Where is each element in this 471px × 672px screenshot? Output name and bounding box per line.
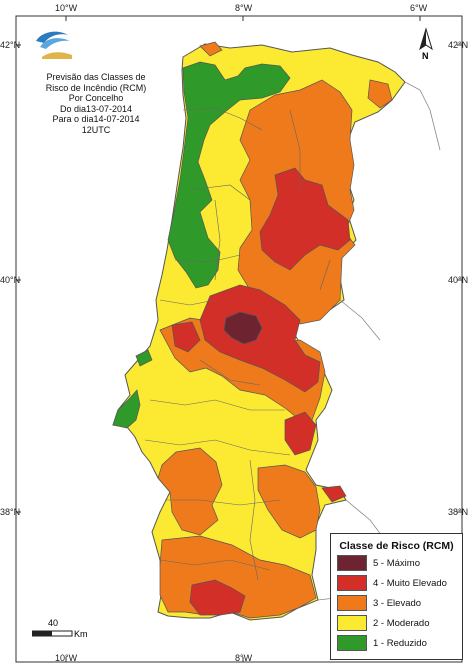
title-line-2: Risco de Incêndio (RCM) [45,82,147,93]
tick-left-38n: 38°N [0,507,21,517]
tick-left-42n: 42°N [0,40,21,50]
legend-title: Classe de Risco (RCM) [339,540,454,552]
legend-swatch [337,615,367,631]
title-line-3: Por Concelho [68,93,124,103]
region-elevado-north-small [199,41,223,57]
legend-item-reduzido: 1 - Reduzido [337,634,462,652]
title-line-5: Para o dia14-07-2014 [52,114,140,124]
region-muito-elevado-north [259,167,351,271]
tick-top-10w: 10°W [55,3,78,13]
north-label: N [422,51,429,61]
region-reduzido-small [135,349,153,367]
region-reduzido-northwest [167,61,291,289]
scale-unit: Km [74,629,88,639]
ipma-logo [36,31,72,59]
tick-left-40n: 40°N [0,275,21,285]
region-muito-elevado-east-small [321,485,347,503]
region-elevado-northeast [367,79,393,109]
title-line-1: Previsão das Classes de [46,72,146,82]
title-line-6: 12UTC [81,124,111,135]
region-muito-elevado-alentejo [284,411,317,456]
tick-right-38n: 38°N [448,507,469,517]
region-elevado-east-alentejo [257,464,321,539]
tick-right-42n: 42°N [448,40,469,50]
legend-item-muito-elevado: 4 - Muito Elevado [337,574,462,592]
scale-label: 40 [48,618,59,628]
legend-swatch [337,575,367,591]
legend-item-elevado: 3 - Elevado [337,594,462,612]
legend-label: 5 - Máximo [373,557,420,569]
region-reduzido-west [112,389,141,429]
legend-swatch [337,555,367,571]
tick-top-8w: 8°W [235,3,253,13]
region-maximo [223,311,263,345]
region-elevado-alentejo [157,447,223,536]
map-title: Previsão das Classes de Risco de Incêndi… [16,72,176,135]
graticule-ticks [16,16,462,662]
legend: Classe de Risco (RCM) 5 - Máximo 4 - Mui… [330,533,463,660]
legend-label: 2 - Moderado [373,617,430,629]
legend-swatch [337,595,367,611]
legend-item-moderado: 2 - Moderado [337,614,462,632]
legend-swatch [337,635,367,651]
legend-item-maximo: 5 - Máximo [337,554,462,572]
scale-bar [32,630,73,637]
tick-bottom-8w: 8°W [235,653,253,663]
title-line-4: Do dia13-07-2014 [59,103,133,114]
spain-border [317,81,441,601]
legend-label: 3 - Elevado [373,597,422,609]
north-arrow-icon [419,27,433,51]
tick-top-6w: 6°W [410,3,428,13]
tick-bottom-10w: 10°W [55,653,78,663]
legend-label: 4 - Muito Elevado [373,577,447,589]
legend-label: 1 - Reduzido [373,637,427,649]
region-muito-elevado-center [199,284,321,393]
concelho-boundaries [144,107,331,581]
region-muito-elevado-west [171,321,201,353]
region-muito-elevado-algarve [189,579,246,616]
tick-right-40n: 40°N [448,275,469,285]
